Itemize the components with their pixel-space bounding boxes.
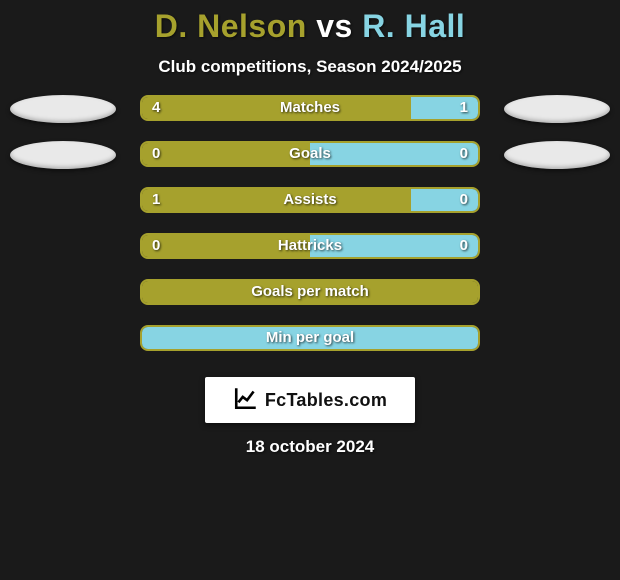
player2-ellipse [504,141,610,169]
stat-row: Goals00 [0,141,620,187]
player1-ellipse [10,141,116,169]
stat-row: Min per goal [0,325,620,371]
player2-name: R. Hall [362,8,465,44]
subtitle: Club competitions, Season 2024/2025 [0,57,620,77]
date-text: 18 october 2024 [0,437,620,457]
stat-bar-track [140,279,480,305]
stat-bar-track [140,325,480,351]
player1-value: 0 [152,145,160,162]
player1-bar [142,281,478,303]
player1-bar [142,97,411,119]
stat-bar-track [140,187,480,213]
brand-badge: FcTables.com [205,377,415,423]
stat-bar-track [140,233,480,259]
player2-value: 0 [460,237,468,254]
stat-bar-track [140,141,480,167]
player1-value: 4 [152,99,160,116]
stat-bar-track [140,95,480,121]
player2-bar [142,327,478,349]
player2-bar [310,143,478,165]
stat-row: Matches41 [0,95,620,141]
player1-name: D. Nelson [155,8,307,44]
player1-bar [142,143,310,165]
chart-icon [233,385,259,416]
stat-row: Assists10 [0,187,620,233]
player2-ellipse [504,95,610,123]
vs-word: vs [316,8,353,44]
stat-row: Hattricks00 [0,233,620,279]
player2-bar [310,235,478,257]
title: D. Nelson vs R. Hall [0,8,620,45]
player2-value: 0 [460,191,468,208]
player1-bar [142,235,310,257]
player1-value: 1 [152,191,160,208]
brand-text: FcTables.com [265,390,387,411]
player1-value: 0 [152,237,160,254]
comparison-card: D. Nelson vs R. Hall Club competitions, … [0,0,620,457]
player2-value: 1 [460,99,468,116]
stats-rows: Matches41Goals00Assists10Hattricks00Goal… [0,95,620,371]
player1-bar [142,189,411,211]
player1-ellipse [10,95,116,123]
player2-value: 0 [460,145,468,162]
stat-row: Goals per match [0,279,620,325]
